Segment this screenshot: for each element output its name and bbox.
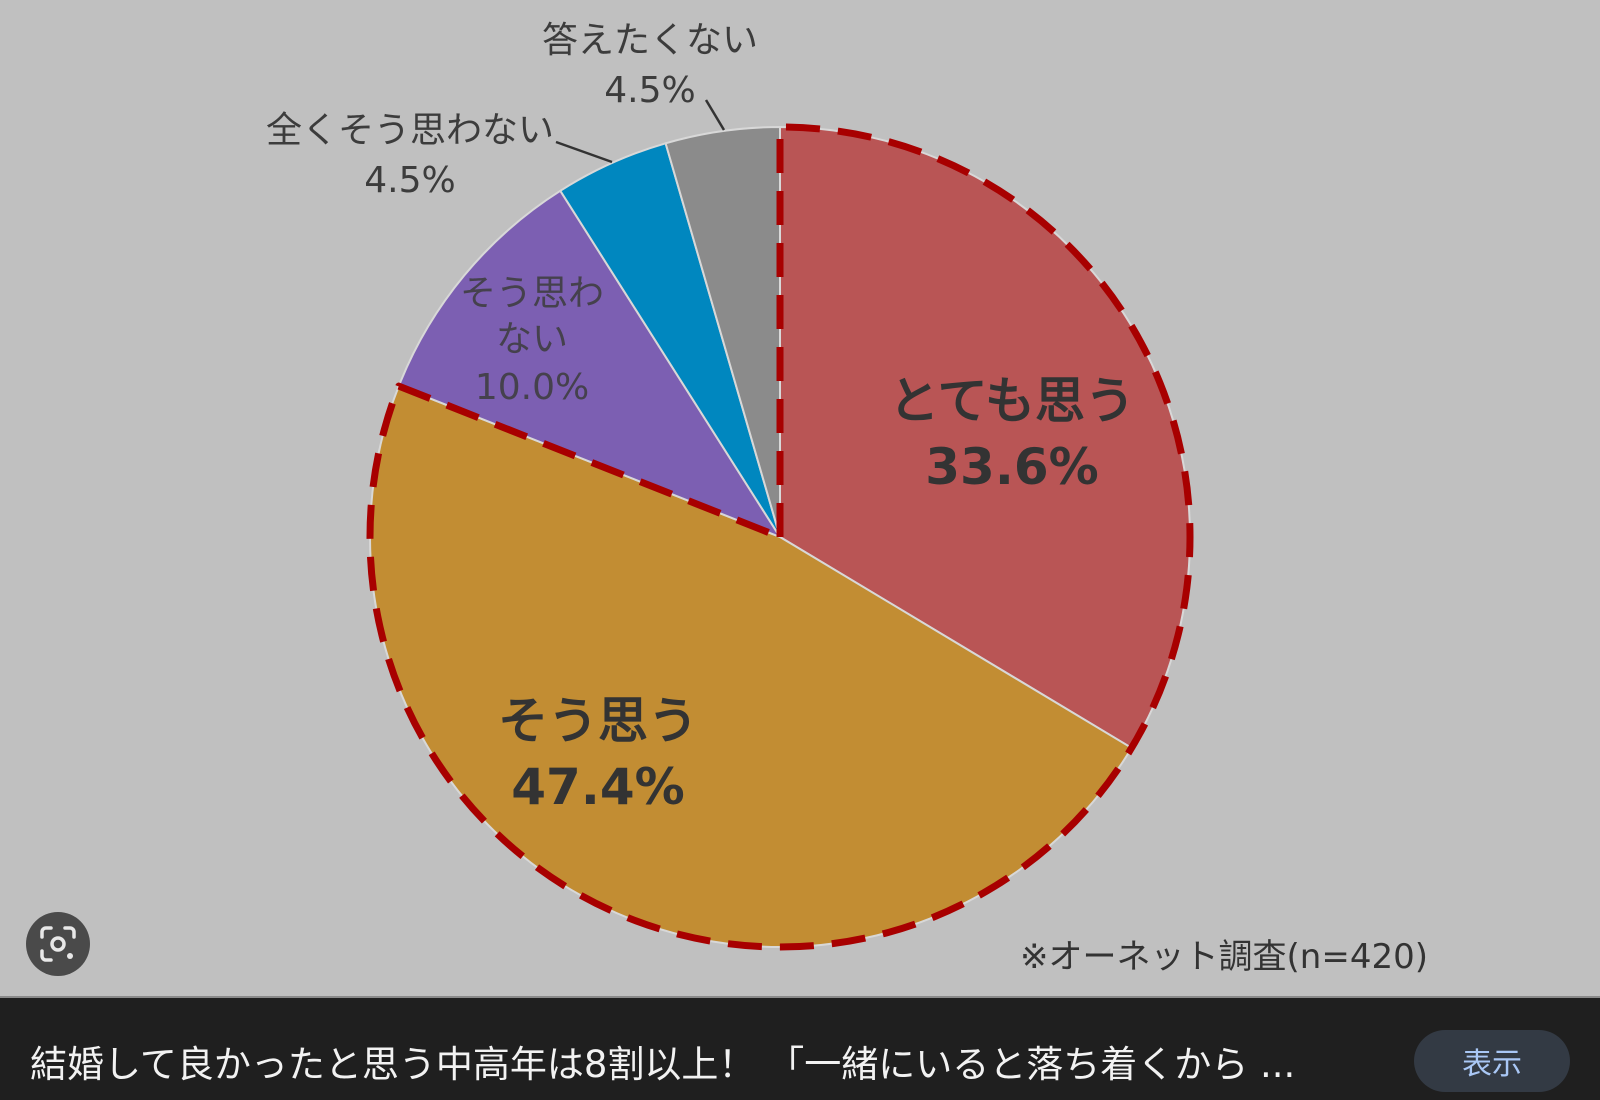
chart-area: とても思う 33.6% そう思う 47.4% そう思わない 10.0% 全くそう思わない 4.…: [0, 0, 1600, 998]
slice-value-very-much-agree: 33.6%: [925, 438, 1098, 496]
caption-title[interactable]: 結婚して良かったと思う中高年は8割以上！ 「一緒にいると落ち着くから ...: [30, 1043, 1296, 1086]
slice-label-very-much-agree: とても思う: [889, 372, 1135, 430]
slice-label-no-answer: 答えたくない: [542, 20, 758, 61]
slice-value-agree: 47.4%: [511, 758, 684, 816]
leader-line-no-answer: [704, 99, 726, 131]
slice-label-disagree: そう思わ: [460, 273, 604, 314]
visual-search-icon[interactable]: [26, 912, 90, 976]
slice-label-strongly-disagree: 全くそう思わない: [266, 110, 554, 151]
slice-value-strongly-disagree: 4.5%: [364, 160, 455, 201]
show-button[interactable]: 表示: [1414, 1030, 1570, 1092]
caption-bar: 結婚して良かったと思う中高年は8割以上！ 「一緒にいると落ち着くから ... 表…: [0, 998, 1600, 1100]
source-note: ※オーネット調査(n=420): [1020, 937, 1428, 977]
highlight-outline: [366, 123, 1194, 951]
pie-slice-no-answer: [664, 125, 781, 538]
pie-chart: とても思う 33.6% そう思う 47.4% そう思わない 10.0% 全くそう思わない 4.…: [266, 20, 1428, 977]
slice-label-agree: そう思う: [498, 692, 698, 750]
pie-slice-disagree: [397, 189, 783, 540]
slice-value-no-answer: 4.5%: [604, 70, 695, 111]
leader-line-strongly-disagree: [555, 140, 613, 164]
slice-value-disagree: 10.0%: [475, 367, 589, 408]
slice-label-disagree: ない: [496, 319, 568, 360]
